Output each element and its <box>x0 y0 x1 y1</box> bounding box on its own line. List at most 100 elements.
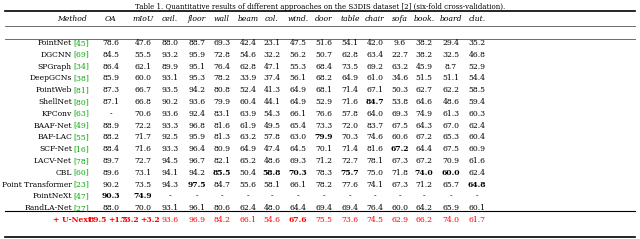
Text: 45.9: 45.9 <box>415 63 433 71</box>
Text: 23.1: 23.1 <box>264 39 280 47</box>
Text: 73.5: 73.5 <box>341 63 358 71</box>
Text: -: - <box>422 192 426 200</box>
Text: 66.1: 66.1 <box>239 216 257 224</box>
Text: 89.9: 89.9 <box>161 63 179 71</box>
Text: [16]: [16] <box>73 145 89 153</box>
Text: 48.6: 48.6 <box>442 98 460 106</box>
Text: 96.1: 96.1 <box>189 204 205 212</box>
Text: 97.5: 97.5 <box>188 181 206 189</box>
Text: 80.6: 80.6 <box>214 204 230 212</box>
Text: 71.7: 71.7 <box>134 133 152 141</box>
Text: -: - <box>476 192 478 200</box>
Text: 60.0: 60.0 <box>442 169 460 177</box>
Text: 94.1: 94.1 <box>161 169 179 177</box>
Text: 66.2: 66.2 <box>415 216 433 224</box>
Text: 71.6: 71.6 <box>134 145 152 153</box>
Text: +3.2: +3.2 <box>140 216 159 224</box>
Text: 72.8: 72.8 <box>214 51 230 59</box>
Text: 69.3: 69.3 <box>213 39 230 47</box>
Text: 60.3: 60.3 <box>468 110 486 118</box>
Text: 62.9: 62.9 <box>392 216 408 224</box>
Text: 89.6: 89.6 <box>102 169 120 177</box>
Text: 61.0: 61.0 <box>367 74 383 82</box>
Text: 47.6: 47.6 <box>134 39 152 47</box>
Text: 64.9: 64.9 <box>289 86 307 94</box>
Text: 95.9: 95.9 <box>189 133 205 141</box>
Text: 55.3: 55.3 <box>289 63 307 71</box>
Text: 71.8: 71.8 <box>392 169 408 177</box>
Text: -: - <box>271 192 273 200</box>
Text: 56.1: 56.1 <box>289 74 307 82</box>
Text: 81.6: 81.6 <box>214 122 230 130</box>
Text: 42.4: 42.4 <box>239 39 257 47</box>
Text: 85.9: 85.9 <box>102 74 120 82</box>
Text: 58.1: 58.1 <box>264 181 280 189</box>
Text: 73.5: 73.5 <box>134 181 152 189</box>
Text: 78.2: 78.2 <box>316 181 333 189</box>
Text: -: - <box>323 192 325 200</box>
Text: 54.6: 54.6 <box>264 216 280 224</box>
Text: 71.4: 71.4 <box>342 86 358 94</box>
Text: 74.6: 74.6 <box>367 133 383 141</box>
Text: 71.6: 71.6 <box>342 98 358 106</box>
Text: [55]: [55] <box>73 133 89 141</box>
Text: 72.2: 72.2 <box>134 122 152 130</box>
Text: 73.3: 73.3 <box>316 122 333 130</box>
Text: 84.7: 84.7 <box>214 181 230 189</box>
Text: 49.5: 49.5 <box>264 122 280 130</box>
Text: 76.6: 76.6 <box>316 110 333 118</box>
Text: 67.0: 67.0 <box>442 122 460 130</box>
Text: 69.3: 69.3 <box>289 157 307 165</box>
Text: 84.5: 84.5 <box>102 51 120 59</box>
Text: 74.0: 74.0 <box>442 216 460 224</box>
Text: 64.3: 64.3 <box>415 122 433 130</box>
Text: 64.4: 64.4 <box>289 204 307 212</box>
Text: 93.1: 93.1 <box>161 204 179 212</box>
Text: col.: col. <box>265 15 279 23</box>
Text: 95.9: 95.9 <box>189 51 205 59</box>
Text: 78.6: 78.6 <box>102 39 120 47</box>
Text: OA: OA <box>105 15 117 23</box>
Text: 90.3: 90.3 <box>102 192 120 200</box>
Text: 34.6: 34.6 <box>392 74 408 82</box>
Text: 65.3: 65.3 <box>442 133 460 141</box>
Text: book.: book. <box>413 15 435 23</box>
Text: 38.2: 38.2 <box>415 39 433 47</box>
Text: 73.2: 73.2 <box>120 216 139 224</box>
Text: 73.1: 73.1 <box>134 169 152 177</box>
Text: 57.8: 57.8 <box>264 133 280 141</box>
Text: 89.7: 89.7 <box>102 157 120 165</box>
Text: 88.0: 88.0 <box>161 39 179 47</box>
Text: 73.6: 73.6 <box>341 216 358 224</box>
Text: 88.2: 88.2 <box>102 133 120 141</box>
Text: 90.2: 90.2 <box>102 181 120 189</box>
Text: 67.6: 67.6 <box>289 216 307 224</box>
Text: 48.6: 48.6 <box>264 157 280 165</box>
Text: 66.7: 66.7 <box>134 86 152 94</box>
Text: 62.8: 62.8 <box>239 63 257 71</box>
Text: 42.0: 42.0 <box>367 39 383 47</box>
Text: 67.1: 67.1 <box>367 86 383 94</box>
Text: CBL: CBL <box>56 169 72 177</box>
Text: BAF-LAC: BAF-LAC <box>37 133 72 141</box>
Text: 92.4: 92.4 <box>189 110 205 118</box>
Text: 62.4: 62.4 <box>468 169 486 177</box>
Text: 72.0: 72.0 <box>342 122 358 130</box>
Text: [81]: [81] <box>73 86 89 94</box>
Text: 53.8: 53.8 <box>392 98 408 106</box>
Text: RandLA-Net: RandLA-Net <box>24 204 72 212</box>
Text: 54.1: 54.1 <box>342 39 358 47</box>
Text: 61.7: 61.7 <box>468 216 486 224</box>
Text: 78.3: 78.3 <box>316 169 333 177</box>
Text: 52.9: 52.9 <box>316 98 333 106</box>
Text: 64.4: 64.4 <box>415 145 433 153</box>
Text: 96.4: 96.4 <box>189 145 205 153</box>
Text: wall: wall <box>214 15 230 23</box>
Text: -: - <box>297 192 300 200</box>
Text: 89.5: 89.5 <box>88 216 107 224</box>
Text: 93.5: 93.5 <box>161 86 179 94</box>
Text: DGCNN: DGCNN <box>40 51 72 59</box>
Text: 46.8: 46.8 <box>468 51 486 59</box>
Text: 70.3: 70.3 <box>341 133 358 141</box>
Text: 58.5: 58.5 <box>468 86 486 94</box>
